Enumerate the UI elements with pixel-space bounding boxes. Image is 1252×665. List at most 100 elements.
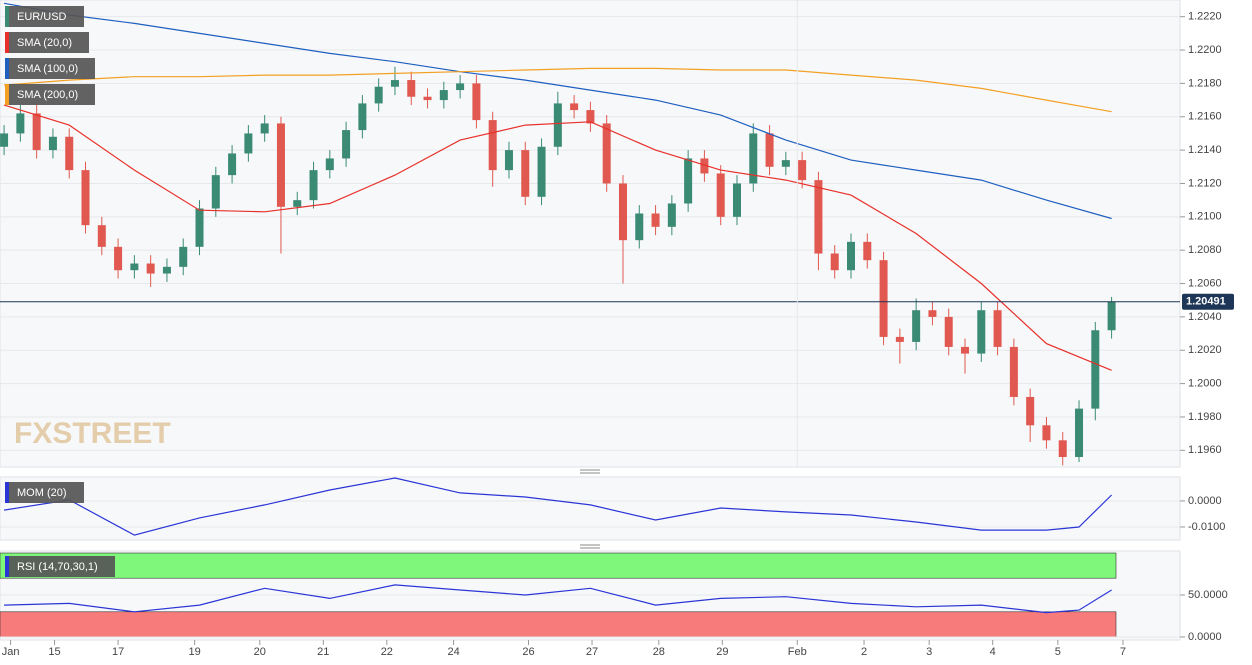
y-tick-label: 1.2080 — [1188, 244, 1222, 256]
candle-body — [488, 120, 497, 171]
candle-body — [993, 310, 1002, 347]
legend-swatch — [5, 6, 9, 27]
x-tick-label: 5 — [1055, 646, 1061, 658]
candle-body — [830, 253, 839, 271]
x-tick-label: 24 — [447, 646, 459, 658]
candle-body — [651, 213, 660, 227]
y-tick-label: 1.2020 — [1188, 344, 1222, 356]
candle-body — [179, 246, 188, 267]
candle-body — [325, 158, 334, 171]
x-tick-label: 28 — [653, 646, 665, 658]
legend-box — [5, 556, 115, 577]
y-tick-label: 1.2180 — [1188, 77, 1222, 89]
candle-body — [1107, 301, 1116, 331]
candle-body — [16, 113, 25, 134]
candle-body — [244, 133, 253, 154]
candle-body — [961, 346, 970, 354]
legend-box — [5, 58, 95, 79]
candle-body — [814, 180, 823, 254]
y-tick-label: 1.1960 — [1188, 444, 1222, 456]
candle-body — [439, 90, 448, 101]
legend-swatch — [5, 84, 9, 105]
candle-body — [276, 123, 285, 207]
indicator-line — [3, 2, 1112, 220]
candle-body — [260, 123, 269, 134]
candle-body — [0, 133, 9, 147]
candle-body — [342, 130, 351, 159]
candle-body — [211, 175, 220, 209]
legend-swatch — [5, 556, 9, 577]
candle-body — [293, 200, 302, 207]
candle-body — [847, 241, 856, 271]
y-tick-label: 1.2100 — [1188, 211, 1222, 223]
legend-swatch — [5, 482, 9, 503]
candle-body — [732, 183, 741, 217]
x-tick-label: 2 — [861, 646, 867, 658]
x-tick-label: 15 — [48, 646, 60, 658]
y-tick-label: 1.2200 — [1188, 44, 1222, 56]
indicator-line — [4, 584, 1112, 614]
last-price-box — [1182, 293, 1234, 310]
x-tick-label: Feb — [788, 646, 807, 658]
legend-item: MOM (20) — [5, 482, 84, 503]
last-price-label: 1.20491 — [1186, 296, 1226, 308]
band — [0, 611, 1117, 638]
candle-body — [1009, 346, 1018, 397]
x-tick-label: 27 — [586, 646, 598, 658]
candle-body — [374, 86, 383, 104]
candle-body — [472, 83, 481, 121]
candle-body — [749, 133, 758, 184]
candle-body — [65, 136, 74, 171]
candle-body — [1042, 425, 1051, 441]
y-tick-label: 1.2040 — [1188, 311, 1222, 323]
candle-body — [635, 213, 644, 241]
candle-body — [912, 310, 921, 342]
candle-body — [1026, 396, 1035, 426]
y-tick-label: 1.2120 — [1188, 177, 1222, 189]
candle-body — [879, 260, 888, 337]
resize-handle[interactable] — [580, 544, 600, 549]
legend-box — [5, 32, 89, 53]
watermark: FXSTREET — [14, 417, 171, 450]
legend-swatch — [5, 32, 9, 53]
candle-body — [863, 241, 872, 261]
x-tick-label: 21 — [317, 646, 329, 658]
candle-body — [798, 160, 807, 181]
candle-body — [586, 110, 595, 124]
candle-body — [700, 158, 709, 174]
legend-label: RSI (14,70,30,1) — [17, 561, 98, 573]
candle-body — [162, 266, 171, 274]
candle-body — [195, 208, 204, 247]
candle-body — [32, 113, 41, 151]
legend-item: SMA (100,0) — [5, 58, 95, 79]
indicator-line — [4, 477, 1113, 536]
candle-body — [928, 310, 937, 317]
y-tick-label: 0.0000 — [1188, 631, 1222, 643]
x-tick-label: 4 — [990, 646, 996, 658]
legend-label: SMA (20,0) — [17, 37, 72, 49]
candle-body — [390, 80, 399, 87]
candle-body — [81, 170, 90, 226]
y-tick-label: 1.2160 — [1188, 111, 1222, 123]
x-tick-label: 20 — [254, 646, 266, 658]
resize-handle[interactable] — [580, 469, 600, 474]
candle-body — [114, 246, 123, 271]
candle-body — [407, 80, 416, 97]
y-tick-label: 1.1980 — [1188, 411, 1222, 423]
candle-body — [716, 173, 725, 217]
candle-body — [553, 103, 562, 147]
candle-body — [537, 146, 546, 197]
candle-body — [146, 263, 155, 274]
y-tick-label: 1.2220 — [1188, 11, 1222, 23]
legend-item: SMA (200,0) — [5, 84, 95, 105]
candle-body — [521, 150, 530, 197]
candle-body — [228, 153, 237, 176]
legend-swatch — [5, 58, 9, 79]
candle-body — [456, 83, 465, 91]
candle-body — [1091, 330, 1100, 409]
x-tick-label: Jan — [2, 646, 20, 658]
indicator-line — [3, 104, 1112, 371]
candle-body — [1058, 440, 1067, 457]
x-tick-label: 29 — [716, 646, 728, 658]
x-tick-label: 19 — [189, 646, 201, 658]
